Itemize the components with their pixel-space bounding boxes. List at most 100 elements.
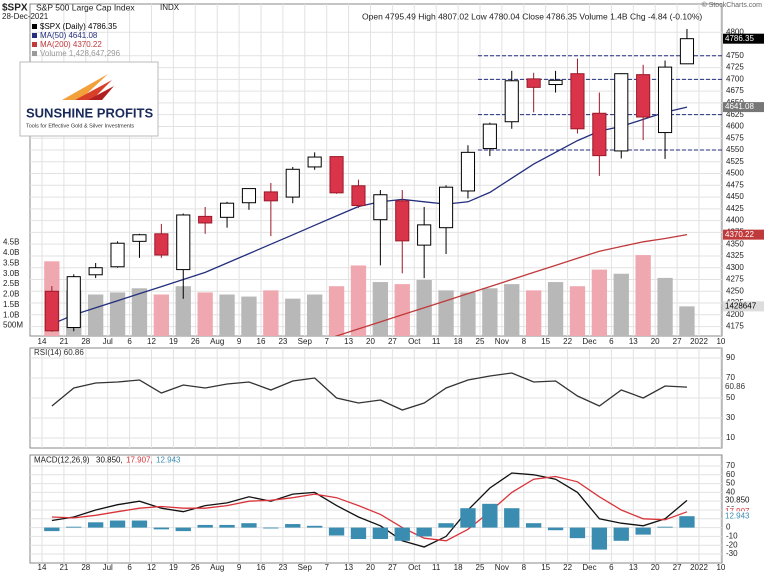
x-tick-label: 20 [366,563,375,572]
symbol: $SPX [2,3,28,14]
y-tick-label: 4625 [726,110,744,119]
volume-bar [109,292,126,336]
x-tick-label: Dec [582,563,596,572]
histogram-bar [679,516,695,528]
candle-body [307,156,322,168]
value-box [723,33,764,44]
histogram-bar [416,527,432,537]
value-box-label: 4786.35 [725,34,754,43]
histogram-bar [547,527,564,531]
x-tick-label: 25 [476,337,485,346]
x-tick-label: 19 [169,337,178,346]
volume-bar [613,273,629,336]
value-box [723,382,764,393]
y-tick-label: 60 [726,470,735,479]
volume-bar [438,290,454,336]
candle-body [679,38,695,65]
y-tick-label: 30 [726,413,735,422]
candle-body [614,73,629,152]
y-tick-label: 4250 [726,286,744,295]
volume-bar [482,288,498,336]
x-tick-label: 10 [716,563,725,572]
y-tick-label: 40 [726,487,735,496]
candle-body [154,233,169,256]
value-box-label: 1428647 [725,301,757,310]
volume-bar [591,269,608,336]
x-tick-label: 20 [651,563,660,572]
y-tick-label: 4575 [726,133,744,142]
x-tick-label: Sep [298,337,313,346]
date: 28-Dec-2021 [2,12,49,21]
x-tick-label: 7 [324,563,329,572]
candle-body [219,202,235,218]
x-tick-label: Jul [103,337,113,346]
y-tick-label: 4800 [726,27,744,36]
volume-bar [241,296,257,336]
legend-label: Volume 1,428,647,296 [40,49,121,58]
histogram-bar [241,523,257,528]
description: S&P 500 Large Cap Index [36,2,135,12]
x-tick-label: 6 [127,337,132,346]
volume-bar [679,306,695,336]
x-tick-label: 12 [147,563,156,572]
volume-tick-label: 1.5B [3,300,19,309]
x-tick-label: 8 [522,337,527,346]
x-tick-label: 27 [388,563,397,572]
x-tick-label: 27 [673,337,682,346]
x-tick-label: 6 [127,563,132,572]
legend-label: 17.907, [126,456,153,465]
histogram-bar [525,523,542,528]
x-tick-label: 16 [257,337,266,346]
x-tick-label: 18 [454,563,463,572]
x-tick-label: 13 [344,563,353,572]
volume-bar [306,294,323,336]
candle-body [263,191,278,202]
candle-body [329,156,344,194]
histogram-bar [504,508,520,528]
candle-body [241,188,257,204]
volume-bar [175,286,191,336]
x-tick-label: 14 [38,337,47,346]
candle-body [570,73,585,130]
candle-body [351,185,366,207]
legend-label: MA(50) 4641.08 [40,31,98,40]
candle-body [110,242,125,268]
logo-name: SUNSHINE PROFITS [26,105,153,120]
x-tick-label: Dec [582,337,596,346]
x-tick-label: 9 [237,563,242,572]
value-box [723,495,764,506]
legend-label: RSI(14) 60.86 [34,348,84,357]
exchange: INDX [160,3,180,12]
candle-body [548,79,563,86]
volume-bar [569,286,586,336]
x-tick-label: 28 [81,337,90,346]
volume-tick-label: 1.0B [3,310,19,319]
x-tick-label: 15 [541,337,550,346]
value-box [723,511,764,522]
y-tick-label: 4200 [726,310,744,319]
histogram-bar [657,526,673,528]
histogram-bar [591,527,608,550]
histogram-bar [613,527,629,541]
volume-bar [219,294,235,336]
x-tick-label: Oct [408,563,421,572]
legend-label: 12.943 [156,456,181,465]
x-tick-label: 25 [476,563,485,572]
x-tick-label: 14 [38,563,47,572]
x-tick-label: 23 [278,563,287,572]
series-line [51,106,688,325]
histogram-bar [219,524,235,528]
x-tick-label: 8 [522,563,527,572]
value-box [723,229,764,240]
candle-body [460,151,476,192]
candle-body [66,276,81,329]
volume-bar [525,290,542,336]
legend-swatch [32,24,37,29]
volume-bar [131,288,148,336]
candle-body [373,194,388,221]
value-box-label: 12.943 [725,511,750,520]
histogram-bar [153,527,170,530]
histogram-bar [635,527,651,535]
x-tick-label: Nov [495,563,509,572]
x-tick-label: 2022 [690,563,708,572]
